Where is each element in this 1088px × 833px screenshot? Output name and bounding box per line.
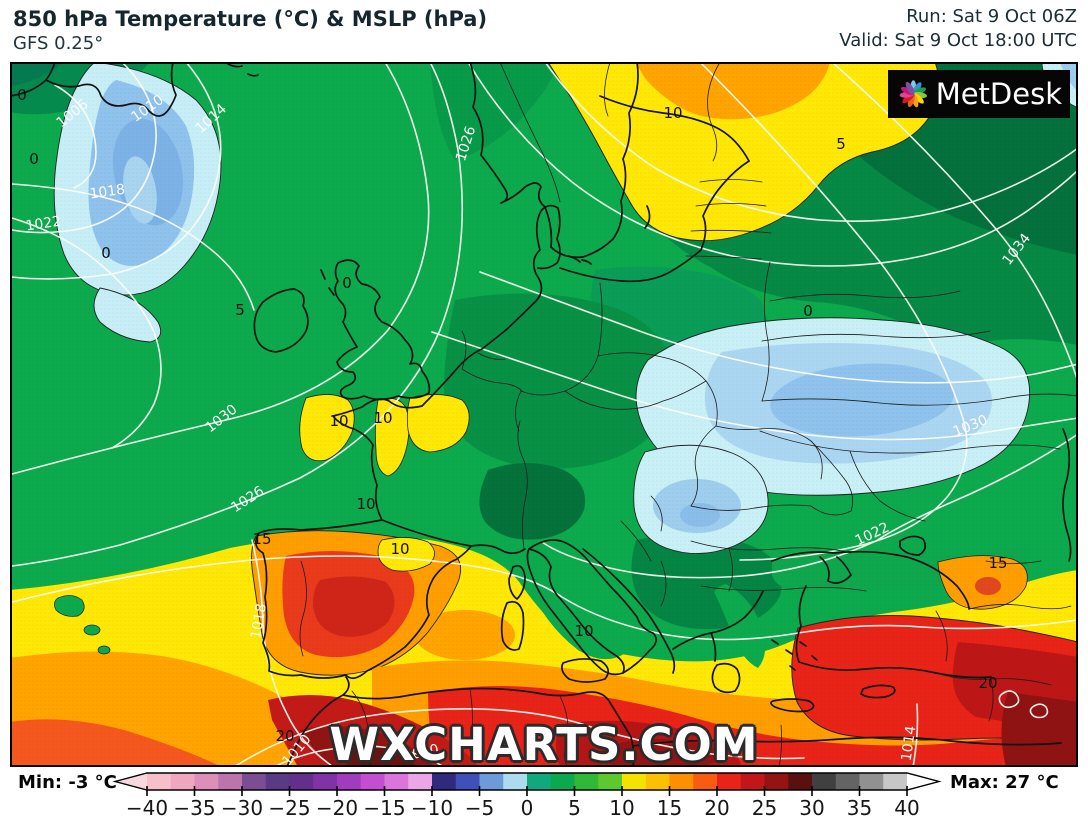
temperature-label: 5 xyxy=(235,301,245,319)
legend-tick-label: −25 xyxy=(268,796,310,820)
legend-tick-label: 40 xyxy=(894,796,919,820)
legend-segment xyxy=(645,773,670,790)
temperature-label: 10 xyxy=(373,409,392,427)
legend-tick-label: 35 xyxy=(847,796,872,820)
temperature-label: 0 xyxy=(29,150,39,168)
legend-tick-label: −35 xyxy=(173,796,215,820)
temperature-colorbar: −40 −35 −30 −25 −20 −15 −10 −5 0 5 10 15 20 25 30 35 40 xyxy=(112,772,942,820)
legend-tick-label: 25 xyxy=(752,796,777,820)
legend-segment xyxy=(717,773,742,790)
isobar-label: 1018 xyxy=(248,602,270,640)
legend-segment xyxy=(883,773,908,790)
legend-segment xyxy=(170,773,195,790)
map-frame xyxy=(10,62,1078,767)
valid-timestamp: Valid: Sat 9 Oct 18:00 UTC xyxy=(839,30,1077,51)
legend-segment xyxy=(289,773,314,790)
legend-tick-label: 20 xyxy=(704,796,729,820)
temperature-label: 15 xyxy=(252,530,271,548)
temperature-label: 15 xyxy=(988,554,1007,572)
temperature-label: 10 xyxy=(574,622,593,640)
temperature-label: 20 xyxy=(978,674,997,692)
wxcharts-watermark: WXCHARTS.COM xyxy=(329,718,759,771)
legend-segment xyxy=(194,773,219,790)
legend-tick-label: 5 xyxy=(568,796,581,820)
isobar-label: 1014 xyxy=(899,725,920,763)
metdesk-label: MetDesk xyxy=(935,76,1062,111)
legend-segment xyxy=(265,773,290,790)
legend-tick-label: −10 xyxy=(411,796,453,820)
legend-tick-label: 0 xyxy=(521,796,534,820)
legend-tick-label: −5 xyxy=(465,796,494,820)
europe-weather-map-canvas: 1006 1010 10141018102210261030102610341030… xyxy=(10,62,1078,767)
temperature-label: 10 xyxy=(356,495,375,513)
metdesk-pinwheel-icon xyxy=(899,80,927,108)
legend-tick-label: −15 xyxy=(363,796,405,820)
legend-segment xyxy=(455,773,480,790)
page-title: 850 hPa Temperature (°C) & MSLP (hPa) xyxy=(13,7,488,31)
legend-segment xyxy=(812,773,837,790)
legend-tick-label: −20 xyxy=(316,796,358,820)
temperature-regions xyxy=(10,62,1078,767)
legend-tick-label: 15 xyxy=(657,796,682,820)
metdesk-logo: MetDesk xyxy=(888,70,1070,118)
legend-segment xyxy=(550,773,575,790)
legend-segment xyxy=(503,773,528,790)
isobar-label: 1018 xyxy=(89,182,127,203)
temperature-label: 20 xyxy=(275,727,294,745)
legend-segment xyxy=(218,773,243,790)
temperature-label: 10 xyxy=(329,412,348,430)
legend-tick-label: 10 xyxy=(609,796,634,820)
temperature-label: 0 xyxy=(342,274,352,292)
legend-segment xyxy=(859,773,884,790)
legend-segment xyxy=(622,773,647,790)
temperature-label: 10 xyxy=(390,540,409,558)
legend-tick-label: −40 xyxy=(126,796,168,820)
legend-segment xyxy=(337,773,362,790)
temperature-label: 10 xyxy=(663,104,682,122)
country-borders xyxy=(299,62,1078,767)
legend-tick-label: 30 xyxy=(799,796,824,820)
weather-map: 1006 1010 1014 1018 1022 1026 1030 1026 1034 1030… xyxy=(10,62,1078,771)
legend-segment xyxy=(527,773,552,790)
temperature-label: 0 xyxy=(17,86,27,104)
isobar-label: 1010 xyxy=(402,742,440,765)
legend-segment xyxy=(432,773,457,790)
legend-segment xyxy=(408,773,433,790)
legend-segment xyxy=(384,773,409,790)
legend-segment xyxy=(313,773,338,790)
isobar-label: 1022 xyxy=(25,214,63,235)
legend-segment xyxy=(598,773,623,790)
temperature-label: 5 xyxy=(836,135,846,153)
legend-segment xyxy=(740,773,765,790)
temperature-label: 0 xyxy=(803,302,813,320)
legend-segment xyxy=(479,773,504,790)
legend-segment xyxy=(693,773,718,790)
legend-max-label: Max: 27 °C xyxy=(950,772,1059,793)
legend-segment xyxy=(242,773,267,790)
legend-segment xyxy=(788,773,813,790)
model-subtitle: GFS 0.25° xyxy=(13,33,104,54)
legend-right-arrow xyxy=(907,773,939,790)
legend-segment xyxy=(360,773,385,790)
legend-min-label: Min: -3 °C xyxy=(18,772,117,793)
legend-tick-label: −30 xyxy=(221,796,263,820)
legend-segment xyxy=(147,773,172,790)
temperature-label: 0 xyxy=(101,244,111,262)
legend-left-arrow xyxy=(115,773,147,790)
legend-segment xyxy=(835,773,860,790)
run-timestamp: Run: Sat 9 Oct 06Z xyxy=(906,6,1077,27)
legend-segment xyxy=(764,773,789,790)
legend-segment xyxy=(669,773,694,790)
legend-segment xyxy=(574,773,599,790)
